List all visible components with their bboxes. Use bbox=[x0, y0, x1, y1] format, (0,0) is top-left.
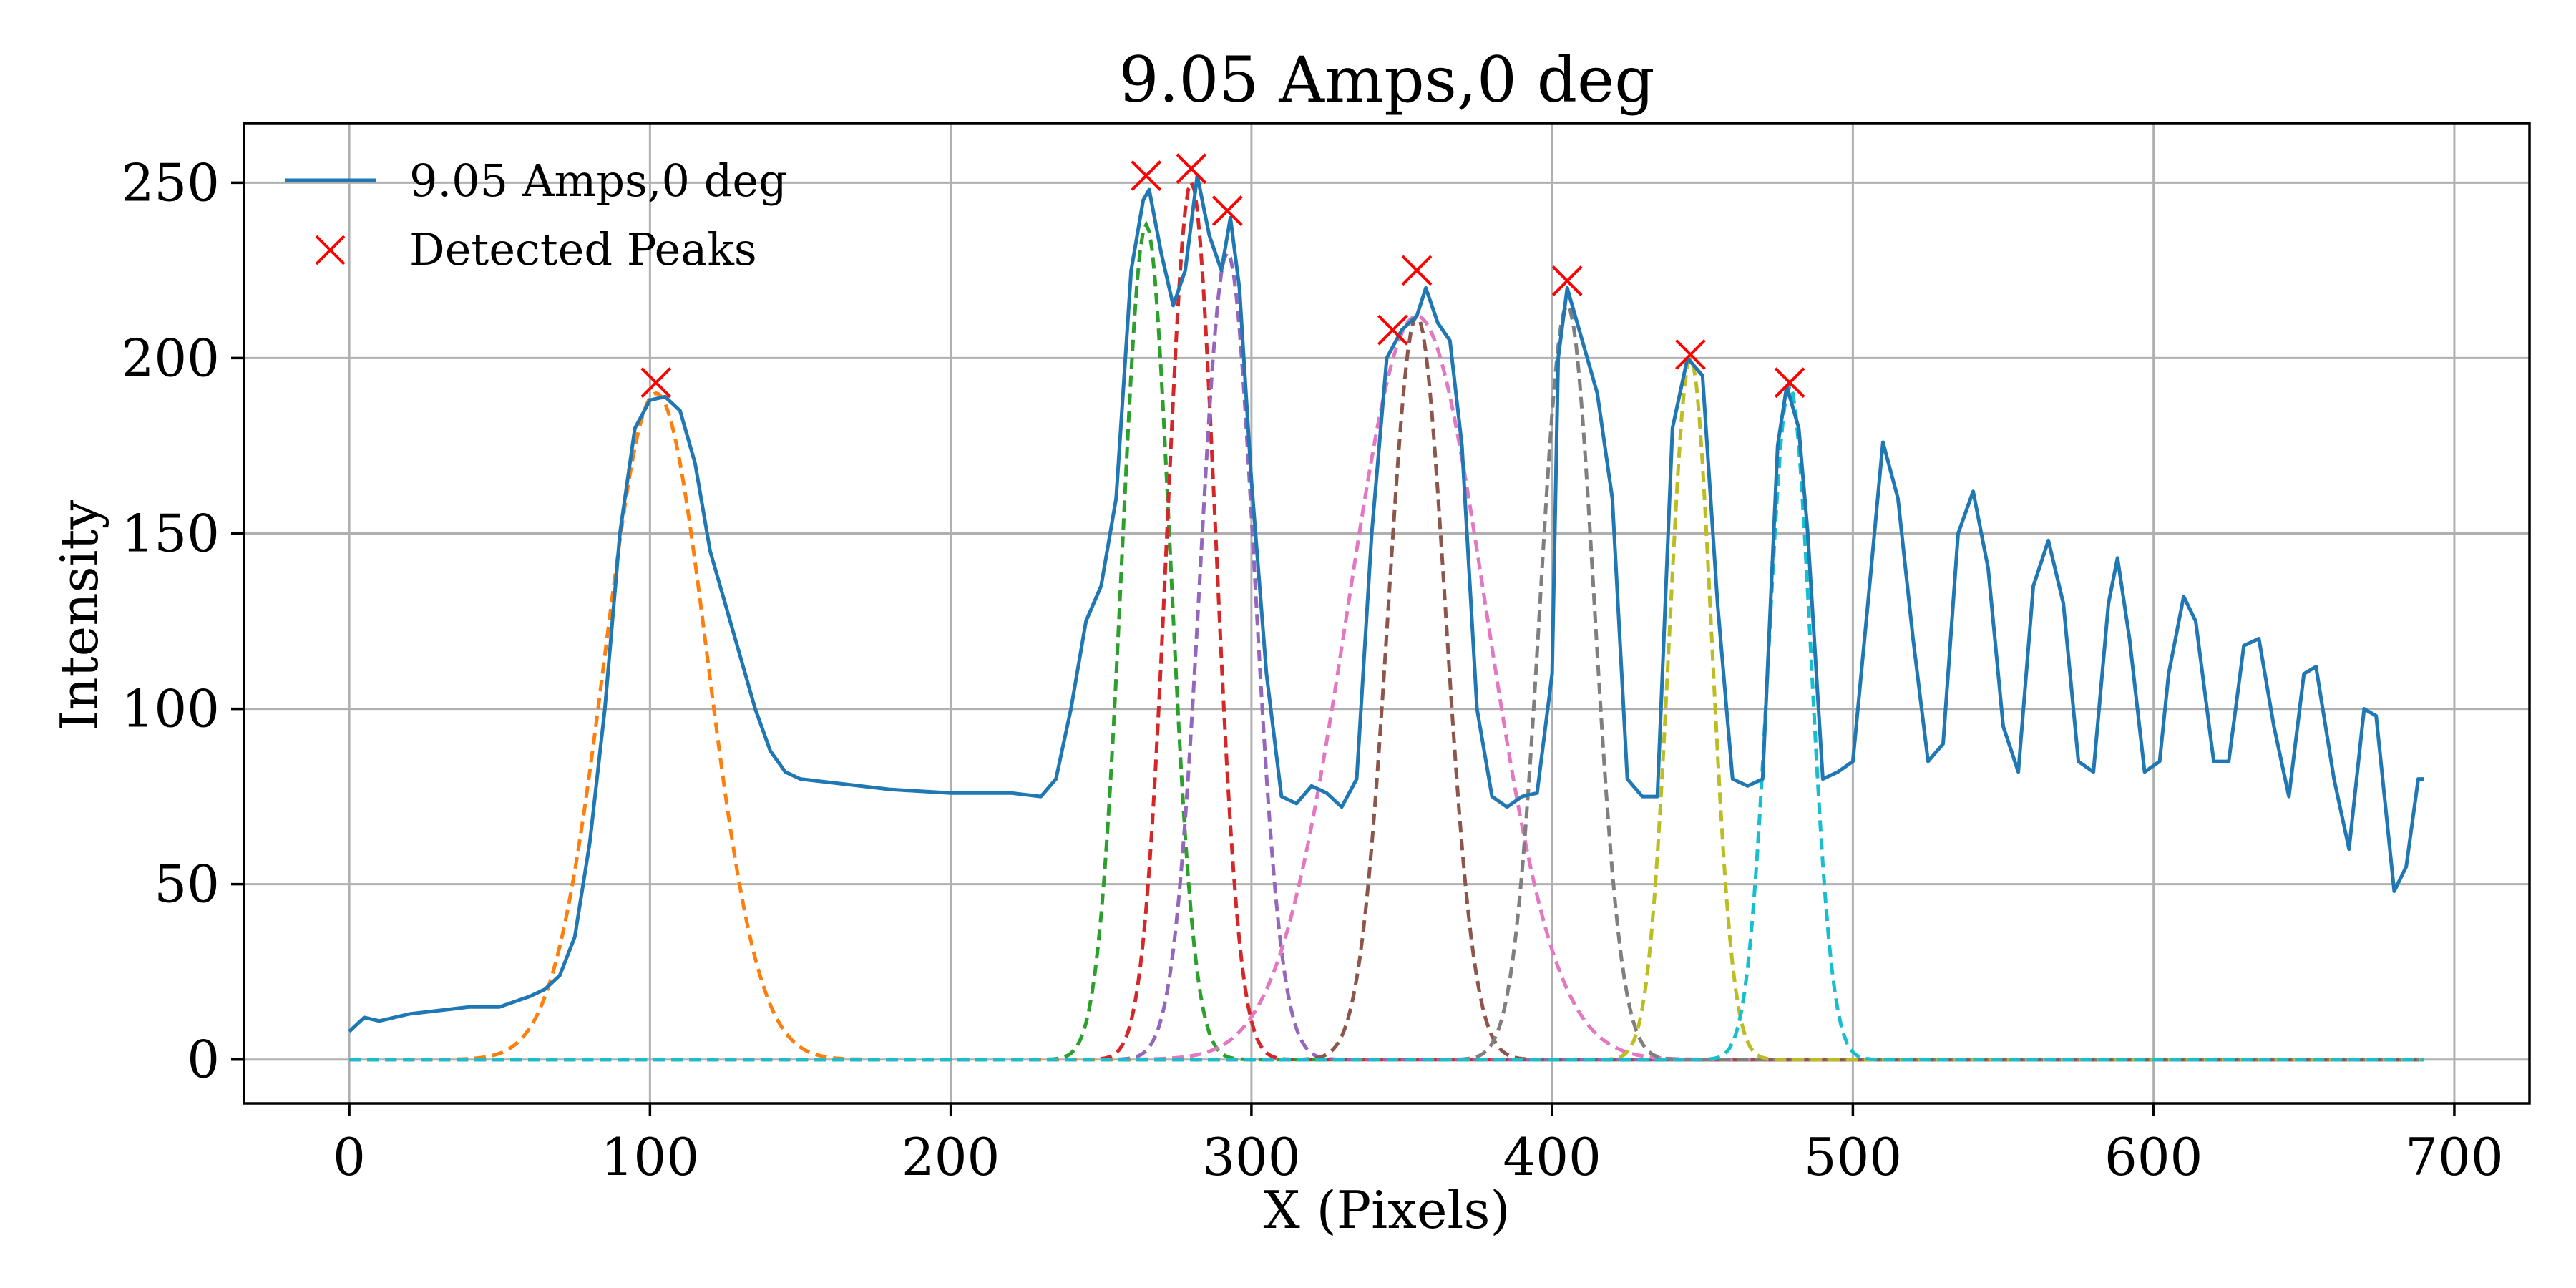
y-tick-label: 0 bbox=[187, 1030, 220, 1090]
peak-marker bbox=[1551, 265, 1583, 296]
x-tick-label: 400 bbox=[1503, 1127, 1601, 1187]
x-tick-label: 700 bbox=[2405, 1127, 2503, 1187]
plot-frame bbox=[243, 122, 2531, 1105]
fit-curve bbox=[349, 391, 2424, 1062]
intensity-line bbox=[348, 174, 2424, 1033]
peak-marker bbox=[1131, 160, 1162, 191]
peak-marker-stroke bbox=[1377, 314, 1408, 346]
chart-title: 9.05 Amps,0 deg bbox=[1118, 43, 1654, 117]
x-tick-label: 200 bbox=[902, 1127, 1000, 1187]
x-tick-label: 500 bbox=[1804, 1127, 1902, 1187]
y-tick-label: 150 bbox=[122, 503, 220, 563]
x-tick-label: 100 bbox=[601, 1127, 699, 1187]
legend: 9.05 Amps,0 deg Detected Peaks bbox=[285, 155, 787, 275]
y-tick-label: 100 bbox=[122, 679, 220, 739]
peak-marker bbox=[1774, 367, 1805, 399]
fit-curve bbox=[349, 314, 2424, 1062]
x-tick-label: 600 bbox=[2104, 1127, 2202, 1187]
axes-layer: 0 100 200 300 400 500 600 700 0 50 100 150 200 250 bbox=[122, 122, 2531, 1187]
y-tick-label: 200 bbox=[122, 328, 220, 388]
y-tick-label: 50 bbox=[154, 854, 220, 914]
peak-marker-stroke bbox=[1211, 195, 1243, 226]
legend-label-peaks: Detected Peaks bbox=[409, 223, 757, 275]
peak-marker bbox=[640, 367, 672, 399]
x-axis-label: X (Pixels) bbox=[1264, 1180, 1511, 1240]
peak-marker-stroke bbox=[1401, 255, 1433, 286]
fit-curve bbox=[349, 313, 2424, 1062]
y-axis-label: Intensity bbox=[49, 500, 109, 731]
x-tick-label: 0 bbox=[333, 1127, 366, 1187]
y-tick-label: 250 bbox=[122, 152, 220, 213]
peak-marker bbox=[1377, 314, 1408, 346]
x-tick-label: 300 bbox=[1202, 1127, 1300, 1187]
peak-marker-stroke bbox=[1131, 160, 1162, 191]
peak-marker-stroke bbox=[1774, 367, 1805, 399]
plot-layer bbox=[348, 153, 2424, 1062]
peak-marker bbox=[1176, 153, 1207, 185]
peak-marker bbox=[1211, 195, 1243, 226]
legend-label-series: 9.05 Amps,0 deg bbox=[409, 155, 787, 207]
peak-marker-stroke bbox=[1176, 153, 1207, 185]
peak-marker-stroke bbox=[1675, 339, 1706, 370]
peak-marker-stroke bbox=[640, 367, 672, 399]
fit-curve bbox=[349, 302, 2424, 1062]
legend-peak-marker bbox=[315, 235, 346, 265]
peak-marker-stroke bbox=[1551, 265, 1583, 296]
peak-marker bbox=[1401, 255, 1433, 286]
peak-marker bbox=[1675, 339, 1706, 370]
fit-curve bbox=[349, 381, 2424, 1062]
